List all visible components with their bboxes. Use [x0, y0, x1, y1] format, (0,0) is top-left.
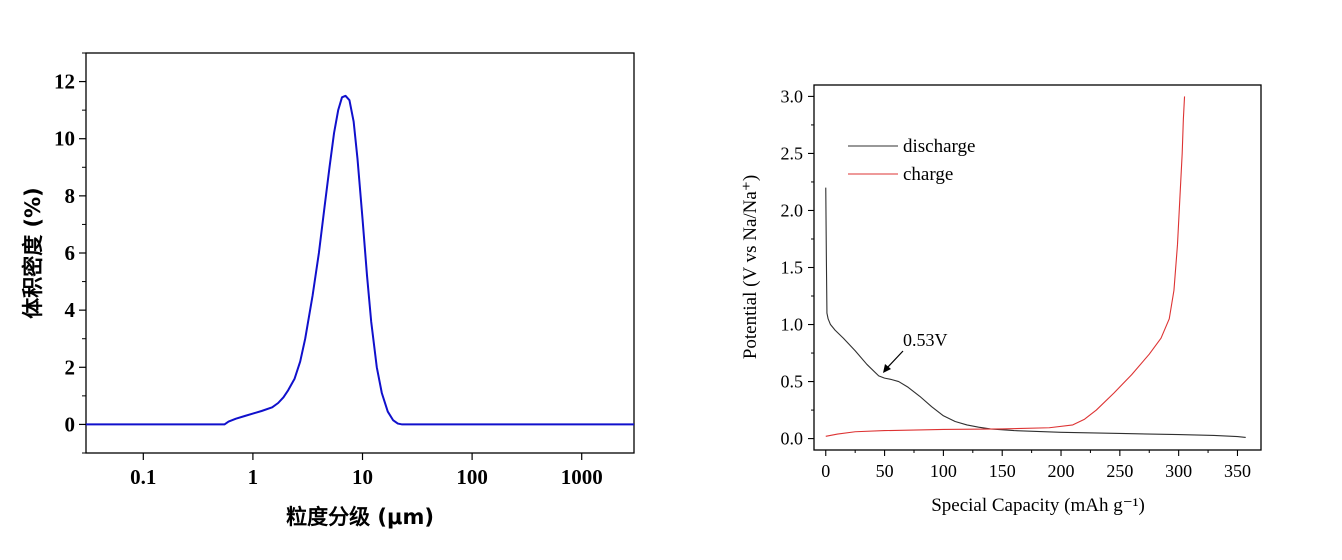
y-tick-label-a: 8	[65, 184, 76, 208]
plot-frame-b	[813, 84, 1262, 451]
series-line-charge	[825, 96, 1186, 437]
series-line-a	[86, 94, 634, 426]
x-tick-label-a: 10	[352, 465, 373, 489]
y-tick-label-a: 12	[54, 70, 75, 94]
legend-label-discharge: discharge	[903, 136, 975, 157]
x-tick-label-b: 50	[876, 461, 894, 481]
x-tick-label-b: 250	[1106, 461, 1133, 481]
annotation: 0.53V	[883, 330, 948, 373]
particle-size-distribution-chart: 0 2 4 6 8 10 12 0.1 1 10 100 1000 粒度分级 (μm) 体积密度 (%…	[21, 52, 635, 529]
annotation-label: 0.53V	[903, 330, 948, 350]
x-tick-label-b: 200	[1048, 461, 1075, 481]
x-tick-label-a: 100	[456, 465, 488, 489]
x-tick-label-b: 300	[1165, 461, 1192, 481]
plot-frame-a	[85, 52, 635, 454]
x-tick-label-b: 150	[989, 461, 1016, 481]
x-tick-label-a: 1	[248, 465, 259, 489]
y-tick-label-b: 0.5	[781, 372, 804, 392]
y-tick-label-b: 2.5	[781, 143, 804, 163]
y-tick-label-a: 4	[65, 298, 76, 322]
y-tick-label-a: 0	[65, 412, 76, 436]
x-tick-label-b: 0	[821, 461, 830, 481]
x-tick-label-b: 100	[930, 461, 957, 481]
x-tick-label-a: 0.1	[130, 465, 156, 489]
y-tick-label-b: 1.0	[781, 315, 804, 335]
y-tick-label-a: 2	[65, 355, 76, 379]
series-line-discharge	[825, 187, 1246, 438]
y-tick-label-b: 1.5	[781, 258, 804, 278]
y-axis-label-a: 体积密度 (%)	[21, 187, 45, 319]
annotation-arrow-line	[886, 350, 904, 369]
x-tick-label-b: 350	[1224, 461, 1251, 481]
y-tick-label-a: 10	[54, 127, 75, 151]
y-tick-label-b: 2.0	[781, 200, 804, 220]
y-tick-label-a: 6	[65, 241, 76, 265]
y-tick-label-b: 0.0	[781, 429, 804, 449]
y-tick-label-b: 3.0	[781, 86, 804, 106]
legend-label-charge: charge	[903, 164, 953, 185]
y-axis-label-b: Potential (V vs Na/Na⁺)	[740, 175, 761, 359]
x-axis-label-b: Special Capacity (mAh g⁻¹)	[931, 495, 1145, 516]
x-axis-label-a: 粒度分级 (μm)	[286, 505, 434, 529]
legend: discharge charge	[848, 136, 975, 185]
annotation-arrow-head	[883, 364, 891, 373]
charge-discharge-chart: 0.0 0.5 1.0 1.5 2.0 2.5 3.0 0 50 100 150 200 250 300 3…	[740, 84, 1262, 516]
x-tick-label-a: 1000	[561, 465, 603, 489]
